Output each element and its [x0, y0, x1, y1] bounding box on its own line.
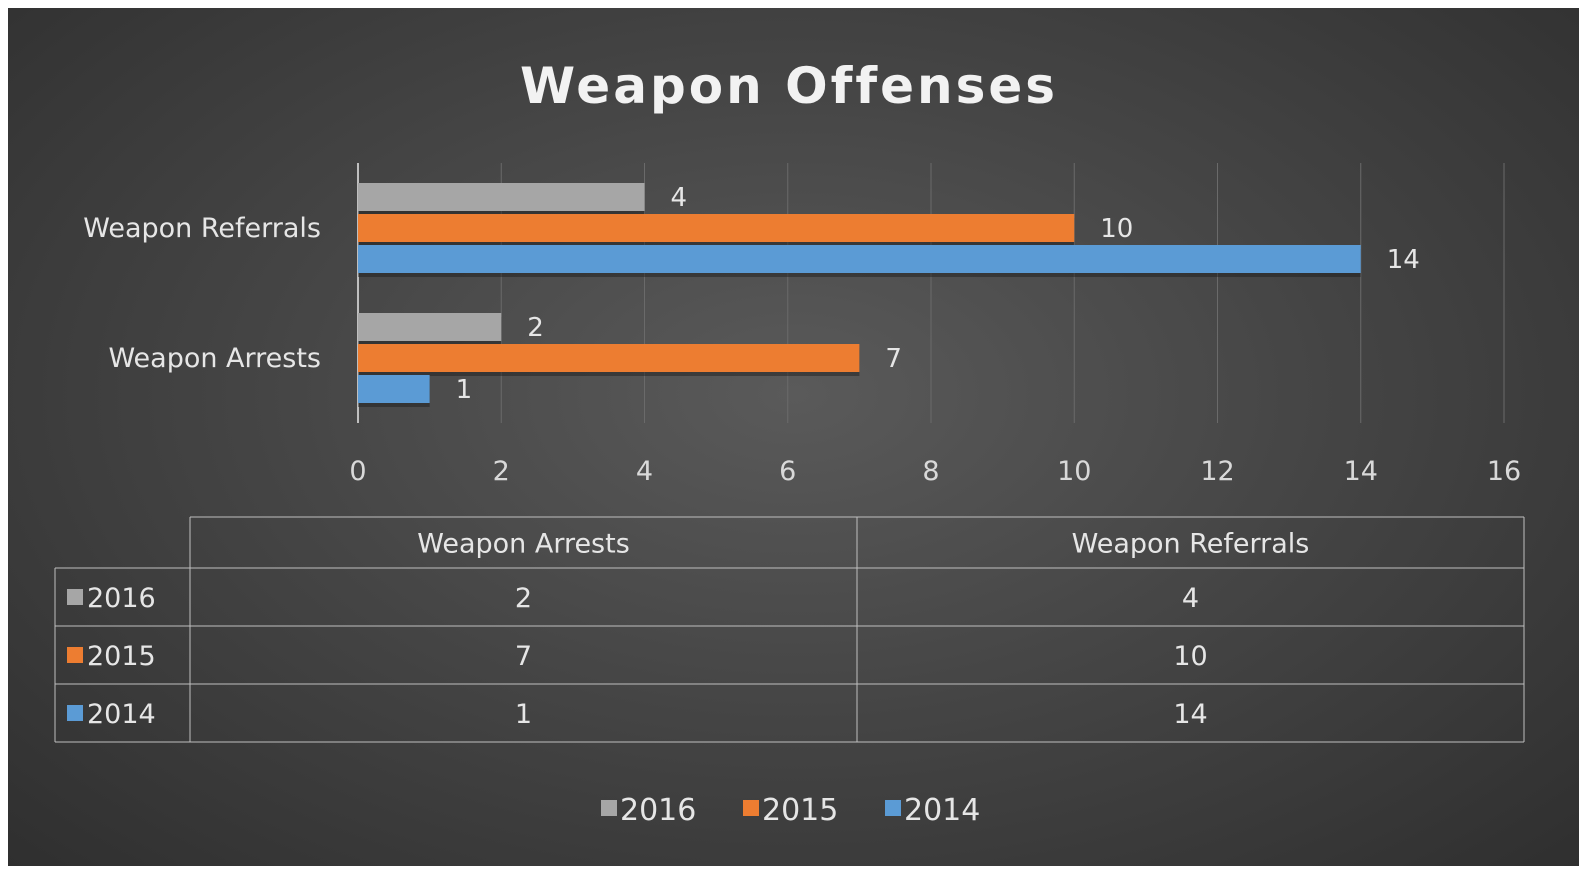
table-row-label: 2016 — [87, 583, 156, 614]
x-tick-label: 16 — [1487, 456, 1521, 487]
data-label: 1 — [456, 375, 473, 405]
legend-key — [885, 800, 901, 816]
x-tick-label: 0 — [349, 456, 366, 487]
table-header: Weapon Arrests — [417, 529, 630, 560]
data-label: 2 — [527, 313, 544, 343]
chart-title: Weapon Offenses — [520, 57, 1058, 115]
table-legend-key — [67, 647, 83, 663]
data-label: 4 — [671, 183, 688, 213]
bar — [358, 344, 860, 372]
table-legend-key — [67, 589, 83, 605]
chart-area: Weapon Offenses 0 2 4 6 8 10 12 14 16 Weapon Arre… — [8, 8, 1579, 866]
legend-label: 2015 — [762, 793, 838, 828]
legend-label: 2016 — [620, 793, 696, 828]
bar — [358, 375, 430, 403]
x-tick-label: 2 — [493, 456, 510, 487]
x-tick-label: 10 — [1057, 456, 1091, 487]
category-label: Weapon Referrals — [83, 213, 321, 244]
legend-label: 2014 — [904, 793, 980, 828]
table-cell: 2 — [515, 583, 532, 614]
table-cell: 4 — [1182, 583, 1199, 614]
bar — [358, 313, 502, 341]
table-cell: 1 — [515, 699, 532, 730]
bar — [358, 183, 645, 211]
x-tick-label: 4 — [636, 456, 653, 487]
category-label: Weapon Arrests — [108, 343, 321, 374]
legend: 2016 2015 2014 — [601, 793, 980, 828]
bar — [358, 214, 1075, 242]
data-label: 7 — [885, 344, 902, 374]
bars — [358, 183, 1361, 407]
table-row-label: 2015 — [87, 641, 156, 672]
table-cell: 14 — [1173, 699, 1207, 730]
x-tick-label: 8 — [922, 456, 939, 487]
table-legend-key — [67, 705, 83, 721]
table-cell: 7 — [515, 641, 532, 672]
legend-key — [743, 800, 759, 816]
bar — [358, 245, 1361, 273]
table-row-label: 2014 — [87, 699, 156, 730]
data-table: Weapon Arrests Weapon Referrals 2016 2 4 2015… — [54, 516, 1525, 743]
x-tick-label: 14 — [1344, 456, 1378, 487]
legend-key — [601, 800, 617, 816]
table-header: Weapon Referrals — [1072, 529, 1310, 560]
x-tick-label: 6 — [779, 456, 796, 487]
data-label: 10 — [1100, 214, 1133, 244]
labels: 0 2 4 6 8 10 12 14 16 Weapon Arrests 2 7 1 Weapon Ref… — [83, 183, 1521, 487]
x-tick-label: 12 — [1200, 456, 1234, 487]
table-cell: 10 — [1173, 641, 1207, 672]
data-label: 14 — [1387, 245, 1420, 275]
